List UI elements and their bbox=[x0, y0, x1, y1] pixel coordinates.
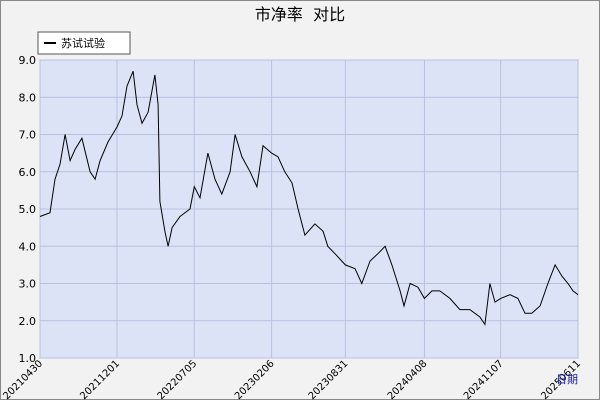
y-tick-label: 8.0 bbox=[19, 91, 37, 104]
y-tick-label: 2.0 bbox=[19, 315, 37, 328]
y-tick-label: 6.0 bbox=[19, 166, 37, 179]
y-tick-label: 9.0 bbox=[19, 54, 37, 67]
y-tick-label: 4.0 bbox=[19, 240, 37, 253]
legend bbox=[37, 31, 131, 55]
x-axis-label: 日期 bbox=[556, 373, 578, 386]
y-tick-label: 7.0 bbox=[19, 129, 37, 142]
y-tick-label: 3.0 bbox=[19, 278, 37, 291]
data-line bbox=[39, 71, 579, 326]
y-tick-label: 5.0 bbox=[19, 203, 37, 216]
legend-label: 苏试试验 bbox=[61, 36, 105, 50]
chart-title: 市净率 对比 bbox=[255, 5, 345, 24]
y-tick-label: 1.0 bbox=[19, 352, 37, 365]
